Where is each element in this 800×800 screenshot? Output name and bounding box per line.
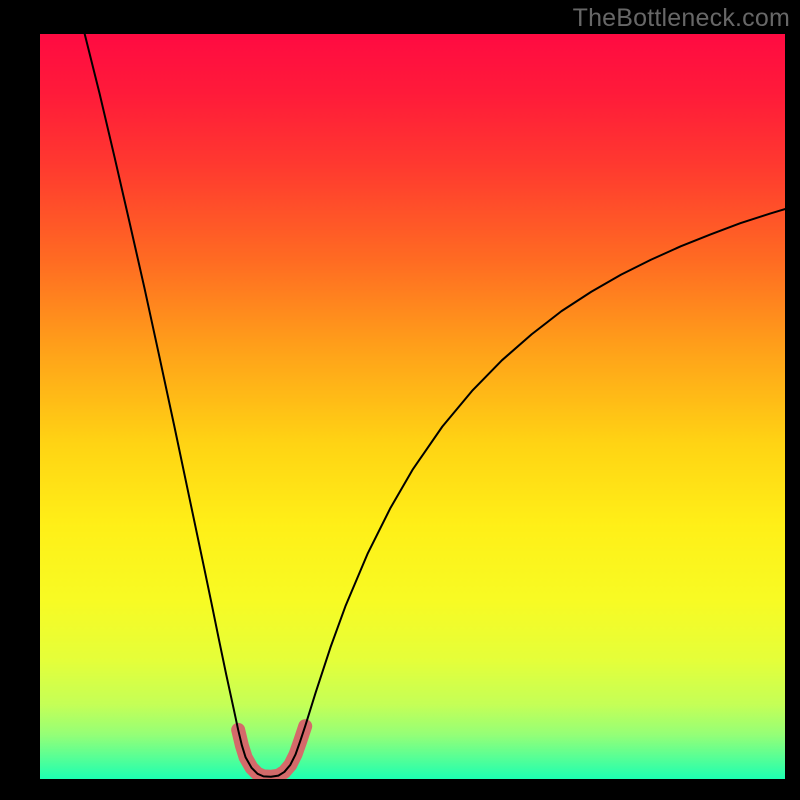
- plot-area: [40, 34, 785, 779]
- chart-frame: TheBottleneck.com: [0, 0, 800, 800]
- gradient-bg: [40, 34, 785, 779]
- watermark-text: TheBottleneck.com: [573, 4, 790, 33]
